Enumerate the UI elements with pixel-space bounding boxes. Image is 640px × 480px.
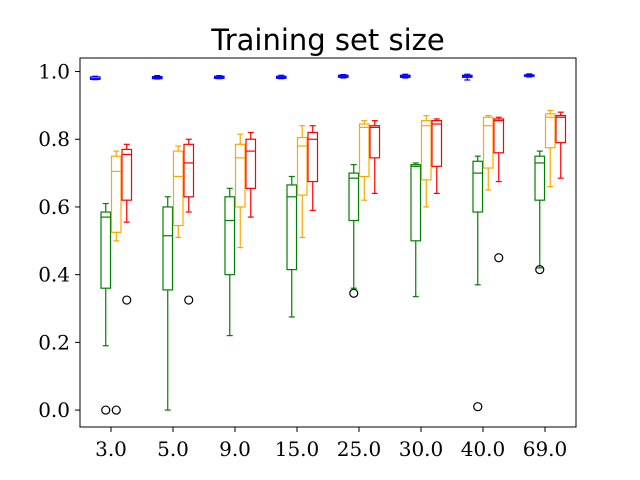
x-tick-label: 5.0	[157, 437, 189, 461]
box-0-0	[89, 75, 101, 81]
y-axis: 0.0 0.2 0.4 0.6 0.8 1.0	[38, 60, 80, 422]
box-3-5	[431, 118, 443, 195]
box-body	[472, 160, 484, 213]
box-1-0	[100, 202, 112, 415]
box-2-0	[110, 150, 122, 415]
box-body	[369, 125, 381, 159]
outlier-point	[184, 295, 194, 305]
box-1-1	[162, 196, 174, 411]
box-0-3	[275, 74, 287, 80]
box-3-2	[245, 131, 257, 218]
box-3-3	[307, 125, 319, 211]
box-1-5	[410, 162, 422, 298]
y-tick-label: 0.2	[38, 330, 70, 354]
box-1-4	[348, 164, 360, 298]
box-0-1	[151, 75, 163, 80]
box-0-7	[523, 73, 535, 78]
box-body	[224, 196, 236, 276]
box-body	[110, 155, 122, 233]
y-tick-label: 0.6	[38, 195, 70, 219]
box-body	[555, 114, 567, 144]
box-body	[162, 206, 174, 291]
y-tick-label: 1.0	[38, 60, 70, 84]
box-1-2	[224, 187, 236, 337]
outlier-point	[111, 405, 121, 415]
x-tick-label: 3.0	[95, 437, 127, 461]
box-3-7	[555, 111, 567, 179]
x-tick-label: 30.0	[399, 437, 444, 461]
box-body	[234, 143, 246, 208]
box-body	[431, 120, 443, 167]
box-2-1	[172, 145, 184, 239]
box-body	[420, 120, 432, 181]
box-2-4	[358, 120, 370, 201]
box-0-2	[213, 75, 225, 80]
box-2-7	[544, 109, 556, 188]
box-body	[544, 113, 556, 149]
box-body	[482, 116, 494, 169]
box-2-3	[296, 125, 308, 239]
outlier-point	[349, 288, 359, 298]
x-tick-label: 25.0	[337, 437, 382, 461]
box-1-3	[286, 175, 298, 318]
box-body	[121, 148, 133, 201]
outlier-point	[101, 405, 111, 415]
axes-frame	[79, 57, 577, 428]
box-0-4	[337, 73, 349, 79]
x-tick-label: 15.0	[275, 437, 320, 461]
box-3-1	[183, 138, 195, 305]
box-3-0	[121, 143, 133, 305]
x-tick-label: 9.0	[219, 437, 251, 461]
x-tick-label: 40.0	[461, 437, 506, 461]
box-1-6	[472, 155, 484, 412]
box-2-5	[420, 114, 432, 208]
box-body	[183, 143, 195, 198]
box-0-5	[399, 73, 411, 79]
box-2-2	[234, 133, 246, 249]
x-tick-label: 69.0	[523, 437, 568, 461]
box-body	[286, 184, 298, 271]
y-tick-label: 0.0	[38, 398, 70, 422]
box-body	[307, 131, 319, 183]
box-body	[172, 150, 184, 227]
box-body	[100, 211, 112, 289]
chart-title: Training set size	[210, 23, 444, 57]
box-body	[410, 164, 422, 242]
box-3-6	[493, 116, 505, 263]
outlier-point	[473, 402, 483, 412]
box-body	[493, 118, 505, 154]
outlier-point	[122, 295, 132, 305]
x-axis: 3.0 5.0 9.0 15.0 25.0 30.0 40.0 69.0	[95, 427, 567, 461]
plot-area	[89, 73, 567, 415]
box-body	[358, 123, 370, 178]
box-body	[245, 138, 257, 189]
box-body	[534, 155, 546, 201]
y-tick-label: 0.4	[38, 263, 70, 287]
y-tick-label: 0.8	[38, 127, 70, 151]
box-2-6	[482, 114, 494, 191]
box-0-6	[461, 73, 473, 81]
box-body	[348, 172, 360, 222]
box-3-4	[369, 120, 381, 195]
box-body	[296, 136, 308, 196]
box-1-7	[534, 150, 546, 275]
outlier-point	[494, 253, 504, 263]
outlier-point	[535, 264, 545, 275]
